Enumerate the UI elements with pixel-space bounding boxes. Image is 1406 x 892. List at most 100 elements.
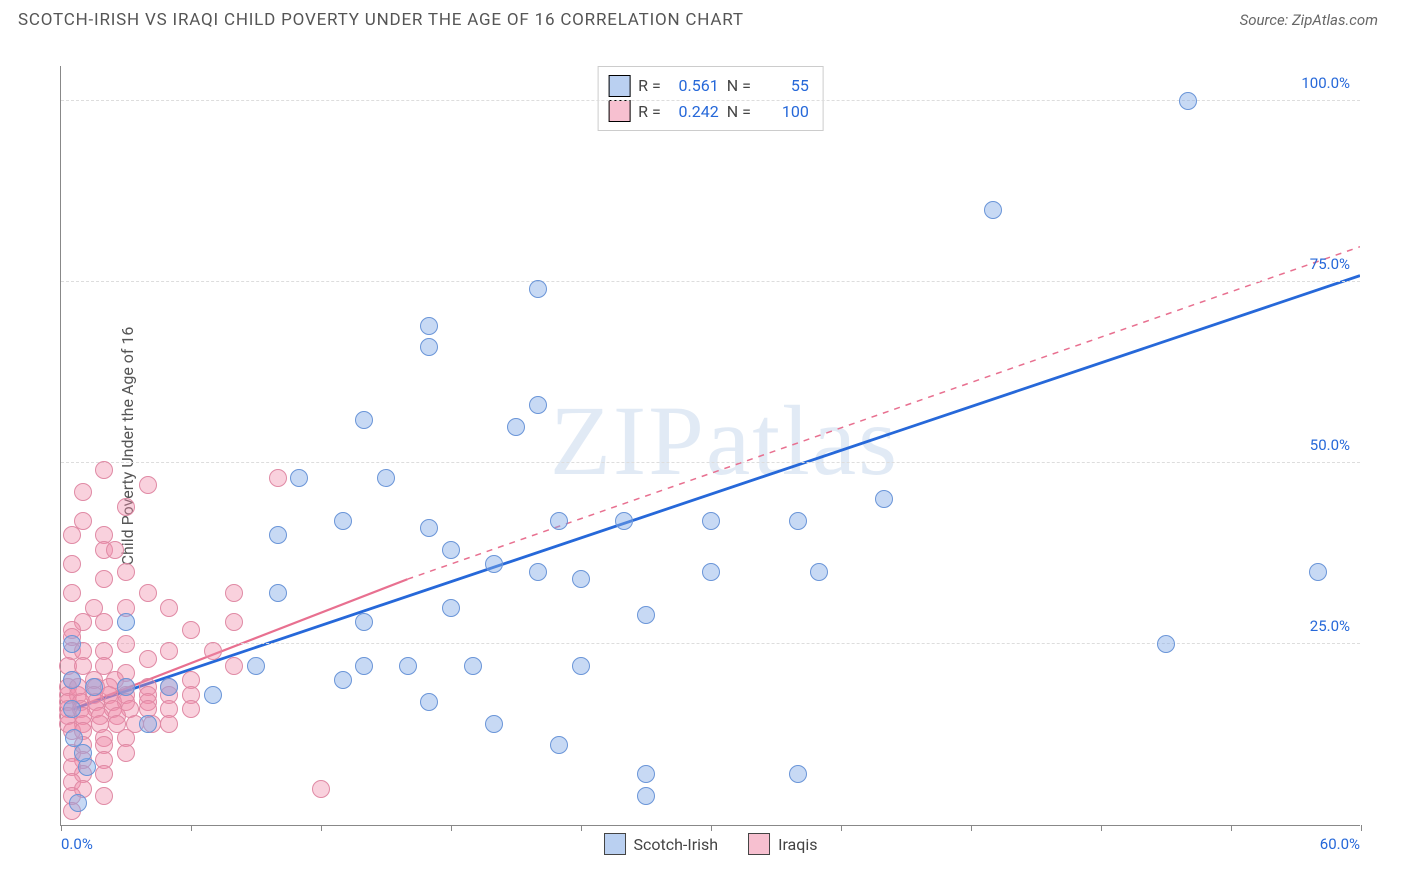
scatter-point — [442, 541, 460, 559]
scatter-point — [334, 671, 352, 689]
scatter-point — [182, 621, 200, 639]
scatter-point — [63, 584, 81, 602]
scatter-point — [63, 555, 81, 573]
scatter-point — [420, 693, 438, 711]
scatter-point — [529, 396, 547, 414]
scatter-point — [420, 317, 438, 335]
scatter-point — [74, 483, 92, 501]
legend-label-b: Iraqis — [778, 835, 817, 854]
scatter-point — [117, 678, 135, 696]
scatter-point — [875, 490, 893, 508]
series-legend: Scotch-Irish Iraqis — [604, 833, 818, 855]
scatter-point — [702, 563, 720, 581]
scatter-point — [225, 584, 243, 602]
watermark-text: ZIPatlas — [550, 382, 899, 497]
scatter-point — [65, 729, 83, 747]
gridline-h — [61, 100, 1360, 101]
scatter-point — [789, 512, 807, 530]
scatter-point — [377, 469, 395, 487]
scatter-point — [85, 678, 103, 696]
scatter-point — [117, 744, 135, 762]
scatter-point — [572, 570, 590, 588]
x-tick — [61, 825, 62, 831]
scatter-point — [529, 280, 547, 298]
scatter-point — [550, 512, 568, 530]
scatter-point — [204, 642, 222, 660]
scatter-point — [290, 469, 308, 487]
scatter-point — [637, 787, 655, 805]
scatter-point — [69, 794, 87, 812]
legend-swatch-a-bottom — [604, 833, 626, 855]
scatter-point — [399, 657, 417, 675]
x-tick-label-max: 60.0% — [1320, 835, 1360, 853]
scatter-point — [269, 584, 287, 602]
y-tick-label: 75.0% — [1310, 255, 1350, 273]
x-tick — [1231, 825, 1232, 831]
scatter-point — [442, 599, 460, 617]
scatter-point — [63, 700, 81, 718]
trend-lines — [61, 66, 1360, 825]
scatter-point — [139, 650, 157, 668]
scatter-point — [95, 613, 113, 631]
scatter-point — [117, 563, 135, 581]
x-tick — [191, 825, 192, 831]
scatter-point — [1309, 563, 1327, 581]
x-tick — [581, 825, 582, 831]
scatter-point — [225, 657, 243, 675]
legend-swatch-b-bottom — [748, 833, 770, 855]
scatter-point — [117, 635, 135, 653]
y-tick-label: 50.0% — [1310, 436, 1350, 454]
scatter-point — [529, 563, 547, 581]
scatter-point — [464, 657, 482, 675]
scatter-point — [182, 700, 200, 718]
scatter-point — [160, 642, 178, 660]
legend-n-label: N = — [727, 73, 751, 99]
legend-item-b: Iraqis — [748, 833, 817, 855]
scatter-point — [1157, 635, 1175, 653]
legend-row-b: R = 0.242 N = 100 — [608, 99, 809, 125]
x-tick — [1361, 825, 1362, 831]
gridline-h — [61, 462, 1360, 463]
scatter-point — [637, 606, 655, 624]
legend-r-value-b: 0.242 — [669, 99, 719, 125]
scatter-point — [269, 469, 287, 487]
scatter-point — [95, 787, 113, 805]
scatter-point — [637, 765, 655, 783]
scatter-point — [106, 541, 124, 559]
scatter-point — [702, 512, 720, 530]
scatter-point — [117, 613, 135, 631]
source-attribution: Source: ZipAtlas.com — [1240, 11, 1378, 29]
scatter-point — [550, 736, 568, 754]
x-tick — [1101, 825, 1102, 831]
scatter-point — [420, 519, 438, 537]
scatter-point — [225, 613, 243, 631]
gridline-h — [61, 281, 1360, 282]
scatter-point — [204, 686, 222, 704]
scatter-point — [63, 635, 81, 653]
scatter-point — [572, 657, 590, 675]
x-tick — [711, 825, 712, 831]
scatter-point — [615, 512, 633, 530]
scatter-point — [355, 657, 373, 675]
scatter-point — [312, 780, 330, 798]
scatter-point — [355, 411, 373, 429]
scatter-point — [269, 526, 287, 544]
legend-swatch-a — [608, 75, 630, 97]
scatter-point — [334, 512, 352, 530]
legend-r-value-a: 0.561 — [669, 73, 719, 99]
scatter-point — [63, 526, 81, 544]
chart-container: Child Poverty Under the Age of 16 ZIPatl… — [18, 46, 1388, 846]
legend-n-label: N = — [727, 99, 751, 125]
legend-r-label: R = — [638, 73, 661, 99]
scatter-point — [247, 657, 265, 675]
scatter-point — [984, 201, 1002, 219]
scatter-point — [1179, 92, 1197, 110]
correlation-legend: R = 0.561 N = 55 R = 0.242 N = 100 — [597, 66, 824, 131]
scatter-point — [355, 613, 373, 631]
legend-r-label: R = — [638, 99, 661, 125]
scatter-point — [160, 678, 178, 696]
x-tick — [451, 825, 452, 831]
y-tick-label: 25.0% — [1310, 617, 1350, 635]
scatter-point — [485, 715, 503, 733]
scatter-point — [160, 599, 178, 617]
